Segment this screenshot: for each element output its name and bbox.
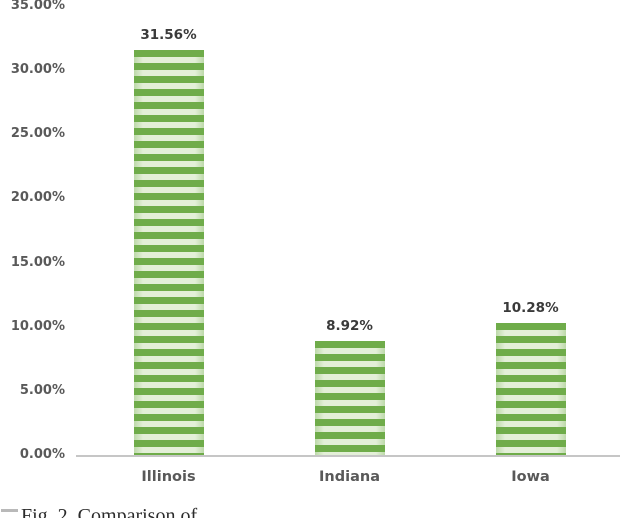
- data-label-iowa: 10.28%: [502, 300, 559, 317]
- bar-indiana: [314, 340, 385, 455]
- y-tick-label: 30.00%: [10, 62, 65, 78]
- y-tick-label: 5.00%: [19, 382, 65, 398]
- figure-caption: Fig. 2. Comparison of: [1, 506, 621, 518]
- data-label-illinois: 31.56%: [140, 27, 197, 44]
- category-label-illinois: Illinois: [141, 469, 196, 485]
- caption-artifact-mark: [1, 509, 18, 512]
- y-tick-label: 15.00%: [10, 254, 65, 270]
- y-tick-label: 25.00%: [10, 126, 65, 142]
- data-label-indiana: 8.92%: [326, 317, 373, 334]
- category-label-iowa: Iowa: [511, 469, 550, 485]
- y-tick-label: 35.00%: [10, 0, 65, 13]
- category-label-indiana: Indiana: [319, 469, 380, 485]
- y-tick-label: 20.00%: [10, 190, 65, 206]
- y-tick-label: 0.00%: [19, 447, 65, 462]
- x-axis-line: [76, 455, 620, 457]
- y-tick-label: 10.00%: [10, 318, 65, 334]
- bar-illinois: [133, 50, 204, 455]
- bar-iowa: [495, 323, 566, 455]
- caption-text: Fig. 2. Comparison of: [21, 505, 198, 518]
